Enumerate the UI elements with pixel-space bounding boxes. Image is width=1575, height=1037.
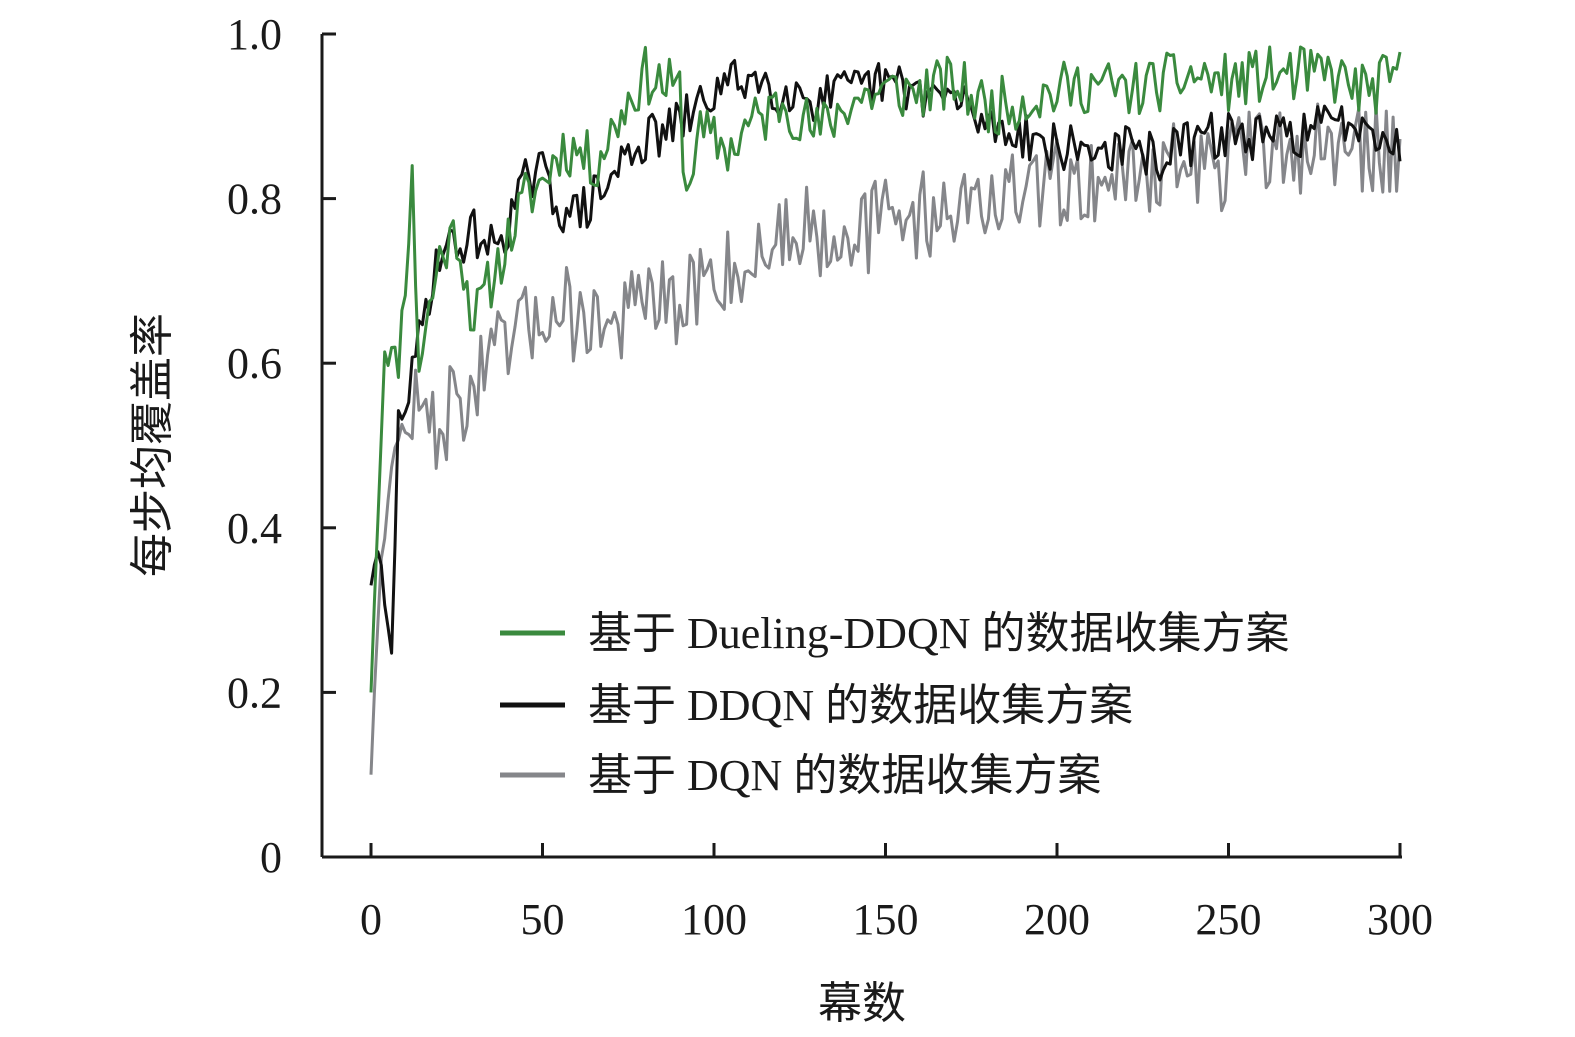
x-tick-label: 150 <box>853 895 919 944</box>
x-tick-label: 0 <box>360 895 382 944</box>
x-tick-label: 250 <box>1196 895 1262 944</box>
series-line-ddqn <box>369 59 1402 655</box>
y-tick-label: 0.6 <box>227 339 282 388</box>
y-tick-label: 1.0 <box>227 10 282 59</box>
y-tick-label: 0.4 <box>227 504 282 553</box>
series-line-dueling-ddqn <box>369 45 1402 693</box>
legend-label-ddqn: 基于 DDQN 的数据收集方案 <box>588 681 1133 730</box>
y-tick-label: 0.8 <box>227 175 282 224</box>
x-tick-label: 200 <box>1024 895 1090 944</box>
legend: 基于 Dueling-DDQN 的数据收集方案 基于 DDQN 的数据收集方案 … <box>500 609 1290 800</box>
series-line-dqn <box>369 102 1402 775</box>
legend-label-dueling-ddqn: 基于 Dueling-DDQN 的数据收集方案 <box>588 609 1290 658</box>
x-tick-label: 300 <box>1367 895 1433 944</box>
x-tick-label: 50 <box>521 895 565 944</box>
y-tick-label: 0.2 <box>227 668 282 717</box>
legend-label-dqn: 基于 DQN 的数据收集方案 <box>588 751 1101 800</box>
series-layer <box>369 45 1402 775</box>
x-axis-ticks: 0 50 100 150 200 250 300 <box>360 843 1433 944</box>
y-axis-ticks: 0 0.2 0.4 0.6 0.8 1.0 <box>227 10 336 882</box>
x-axis-title: 幕数 <box>818 978 906 1029</box>
y-tick-label: 0 <box>260 833 282 882</box>
x-tick-label: 100 <box>681 895 747 944</box>
y-axis-title: 每步均覆盖率 <box>127 313 178 577</box>
